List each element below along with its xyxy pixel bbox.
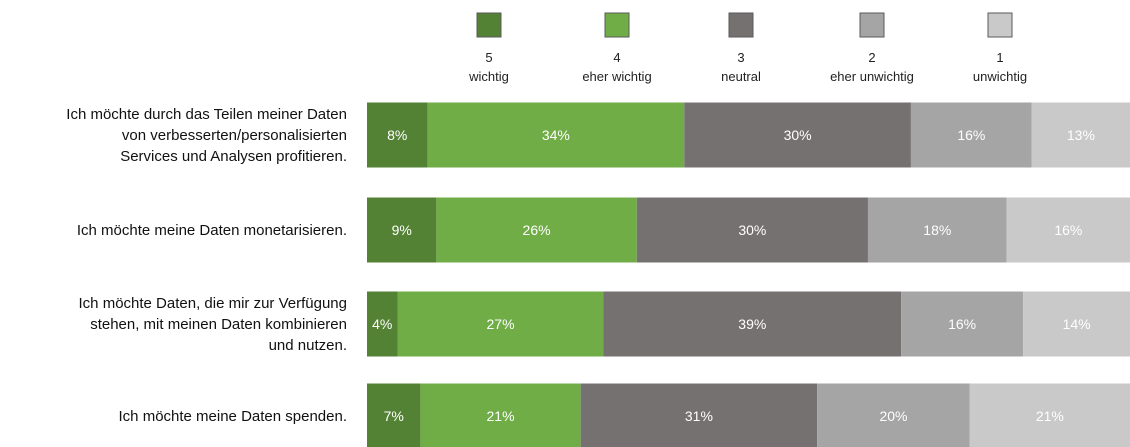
bar-value-label: 16% [957, 127, 985, 143]
bar-segment [969, 383, 1130, 447]
bar-segment [580, 383, 818, 447]
bar-segment [817, 383, 970, 447]
bar-segment [1006, 197, 1130, 263]
bar-value-label: 20% [879, 408, 907, 424]
bar-segment [367, 102, 428, 168]
bar-value-label: 9% [392, 222, 412, 238]
legend-swatch-5 [476, 12, 502, 38]
bar-value-label: 27% [487, 316, 515, 332]
category-label: Ich möchte Daten, die mir zur Verfügung [79, 295, 347, 312]
bar-value-label: 21% [1036, 408, 1064, 424]
legend-label-2: 2 [868, 50, 875, 65]
bar-value-label: 7% [384, 408, 404, 424]
legend-label-3: 3 [737, 50, 744, 65]
bar-segment [367, 383, 421, 447]
bar-segment [420, 383, 581, 447]
category-labels: Ich möchte durch das Teilen meiner Daten… [66, 106, 347, 425]
category-label: und nutzen. [269, 337, 347, 354]
bar-value-label: 18% [923, 222, 951, 238]
bar-segment [397, 291, 604, 357]
bar-segment [367, 291, 398, 357]
bar-value-label: 34% [542, 127, 570, 143]
category-label: Ich möchte meine Daten monetarisieren. [77, 222, 347, 239]
bar-segment [901, 291, 1024, 357]
bar-value-label: 30% [738, 222, 766, 238]
category-label: Ich möchte meine Daten spenden. [119, 408, 347, 425]
category-label: Ich möchte durch das Teilen meiner Daten [66, 106, 347, 123]
bar-value-label: 21% [487, 408, 515, 424]
bar-value-label: 26% [523, 222, 551, 238]
legend-swatch-2 [859, 12, 885, 38]
bar-value-label: 31% [685, 408, 713, 424]
category-label: stehen, mit meinen Daten kombinieren [90, 316, 347, 333]
legend: 5 wichtig 4 eher wichtig 3 neutral 2 eher unwic… [468, 12, 1027, 84]
legend-label-4: 4 [613, 50, 620, 65]
bar-segment [367, 197, 437, 263]
category-label: von verbesserten/personalisierten [122, 127, 347, 144]
bar-segment [636, 197, 868, 263]
bar-segment [910, 102, 1032, 168]
legend-swatch-1 [987, 12, 1013, 38]
bar-segment [1031, 102, 1130, 168]
legend-sublabel-2: eher unwichtig [830, 69, 914, 84]
legend-swatch-4 [604, 12, 630, 38]
bar-value-label: 39% [738, 316, 766, 332]
bar-value-label: 16% [948, 316, 976, 332]
legend-sublabel-5: wichtig [468, 69, 509, 84]
bar-value-label: 14% [1063, 316, 1091, 332]
bar-segment [867, 197, 1007, 263]
bar-value-label: 30% [784, 127, 812, 143]
legend-label-1: 1 [996, 50, 1003, 65]
bar-segment [427, 102, 685, 168]
legend-sublabel-3: neutral [721, 69, 761, 84]
bar-value-label: 8% [387, 127, 407, 143]
bar-segment [436, 197, 637, 263]
bar-segment [684, 102, 911, 168]
category-label: Services und Analysen profitieren. [120, 148, 347, 165]
legend-swatch-3 [728, 12, 754, 38]
legend-sublabel-4: eher wichtig [582, 69, 651, 84]
bar-value-label: 4% [372, 316, 392, 332]
bar-segment [1023, 291, 1130, 357]
legend-label-5: 5 [485, 50, 492, 65]
bar-value-label: 16% [1054, 222, 1082, 238]
legend-sublabel-1: unwichtig [973, 69, 1027, 84]
bar-segment [603, 291, 902, 357]
bars: 8% 34% 30% 16% 13% 9% 26% 30% 18% 16% 4% 27% 39% 16% 1… [367, 102, 1130, 447]
bar-value-label: 13% [1067, 127, 1095, 143]
